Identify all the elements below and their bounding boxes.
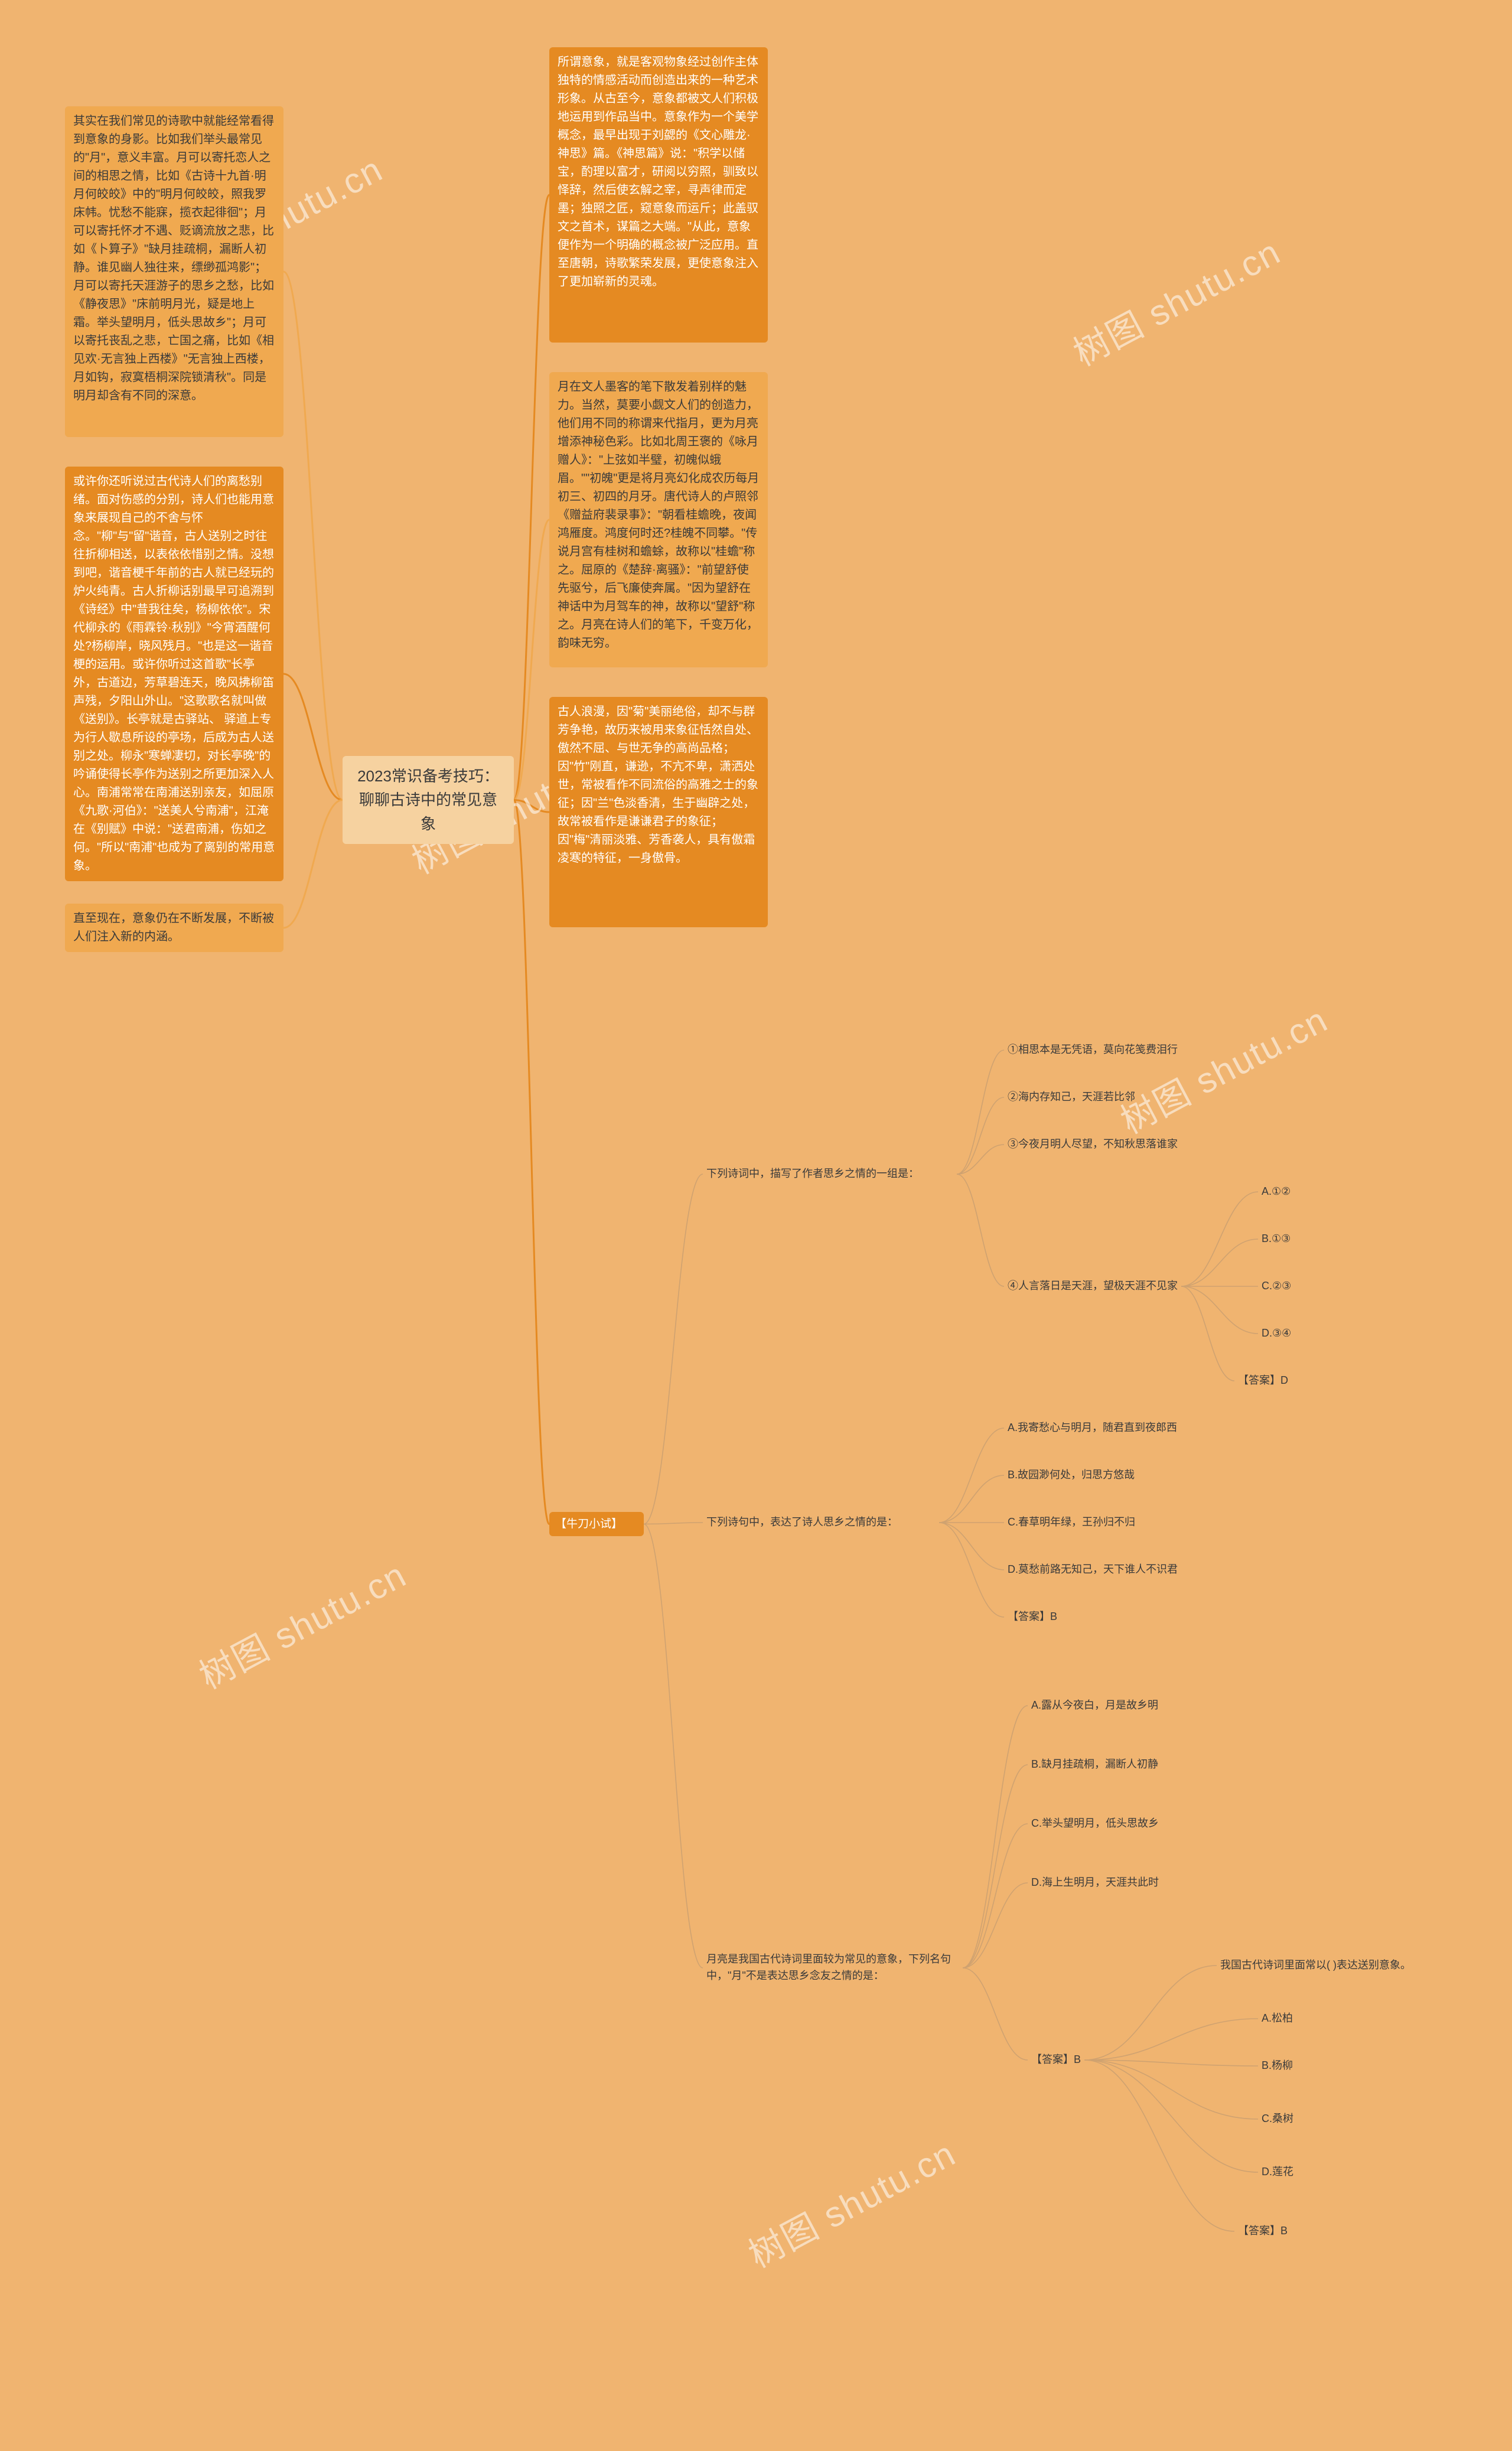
Q1B: B.①③	[1258, 1228, 1294, 1250]
Q1a: ①相思本是无凭语，莫向花笺费泪行	[1004, 1039, 1181, 1061]
connector	[963, 1765, 1028, 1968]
connector	[1084, 1966, 1217, 2060]
connector	[957, 1174, 1004, 1286]
Q1ans: 【答案】D	[1234, 1370, 1292, 1391]
connector	[939, 1523, 1004, 1617]
connector	[957, 1145, 1004, 1174]
connector	[963, 1706, 1028, 1968]
connector	[939, 1428, 1004, 1523]
Q1C: C.②③	[1258, 1276, 1295, 1297]
connector	[284, 674, 343, 800]
mindmap-canvas: 树图 shutu.cn 树图 shutu.cn 树图 shutu.cn 树图 shut…	[0, 0, 1512, 2451]
connector	[284, 272, 343, 800]
connector	[514, 800, 549, 813]
R2: 月在文人墨客的笔下散发着别样的魅力。当然，莫要小觑文人们的创造力，他们用不同的称…	[549, 372, 768, 667]
connector	[1084, 2060, 1258, 2066]
connector	[939, 1523, 1004, 1570]
L1: 其实在我们常见的诗歌中就能经常看得到意象的身影。比如我们举头最常见的"月"，意义…	[65, 106, 284, 437]
Q2C: C.春草明年绿，王孙归不归	[1004, 1512, 1139, 1533]
Q2ans: 【答案】B	[1004, 1606, 1061, 1628]
connector	[939, 1475, 1004, 1523]
L2: 或许你还听说过古代诗人们的离愁别绪。面对伤感的分别，诗人们也能用意象来展现自己的…	[65, 467, 284, 881]
Q3sD: D.莲花	[1258, 2162, 1297, 2183]
Q1b: ②海内存知己，天涯若比邻	[1004, 1087, 1139, 1108]
Q3s: 我国古代诗词里面常以( )表达送别意象。	[1217, 1955, 1415, 1976]
watermark: 树图 shutu.cn	[738, 2126, 963, 2278]
Q3sAns: 【答案】B	[1234, 2221, 1291, 2242]
connector	[1084, 2060, 1258, 2119]
connector	[1084, 2019, 1258, 2060]
connector	[1181, 1239, 1258, 1286]
Q2A: A.我寄愁心与明月，随君直到夜郎西	[1004, 1417, 1181, 1439]
watermark: 树图 shutu.cn	[189, 1547, 414, 1699]
connector	[963, 1883, 1028, 1968]
L3: 直至现在，意象仍在不断发展，不断被人们注入新的内涵。	[65, 904, 284, 952]
Q3A: A.露从今夜白，月是故乡明	[1028, 1695, 1162, 1716]
connector	[1181, 1192, 1258, 1286]
Q3sA: A.松柏	[1258, 2008, 1296, 2029]
Q3sC: C.桑树	[1258, 2108, 1297, 2130]
connector	[644, 1524, 703, 1968]
connector	[963, 1824, 1028, 1968]
connector	[514, 195, 549, 800]
center: 2023常识备考技巧：聊聊古诗中的常见意象	[343, 756, 514, 844]
Q2D: D.莫愁前路无知己，天下谁人不识君	[1004, 1559, 1181, 1580]
connector	[1181, 1286, 1234, 1381]
Q1d: ④人言落日是天涯，望极天涯不见家	[1004, 1276, 1181, 1297]
Q2B: B.故园渺何处，归思方悠哉	[1004, 1465, 1138, 1486]
Q3sB: B.杨柳	[1258, 2055, 1296, 2077]
Q1: 下列诗词中，描写了作者思乡之情的一组是：	[703, 1163, 957, 1185]
connector	[514, 800, 549, 1524]
R3: 古人浪漫，因"菊"美丽绝俗，却不与群芳争艳，故历来被用来象征恬然自处、傲然不屈、…	[549, 697, 768, 927]
connector	[1084, 2060, 1258, 2172]
R1: 所谓意象，就是客观物象经过创作主体独特的情感活动而创造出来的一种艺术形象。从古至…	[549, 47, 768, 343]
R4: 【牛刀小试】	[549, 1512, 644, 1536]
Q3ans: 【答案】B	[1028, 2049, 1084, 2071]
Q3: 月亮是我国古代诗词里面较为常见的意象，下列名句中，"月"不是表达思乡念友之情的是…	[703, 1949, 963, 1987]
Q1D: D.③④	[1258, 1323, 1295, 1344]
Q3C: C.举头望明月，低头思故乡	[1028, 1813, 1162, 1834]
Q3D: D.海上生明月，天涯共此时	[1028, 1872, 1162, 1893]
connector	[284, 800, 343, 928]
connector	[957, 1097, 1004, 1174]
watermark: 树图 shutu.cn	[1063, 224, 1288, 376]
watermark: 树图 shutu.cn	[1110, 992, 1335, 1144]
Q2: 下列诗句中，表达了诗人思乡之情的是：	[703, 1512, 939, 1533]
connector	[644, 1523, 703, 1524]
connector	[963, 1968, 1028, 2060]
connector	[1084, 2060, 1234, 2231]
Q1A: A.①②	[1258, 1181, 1294, 1202]
connector	[1181, 1286, 1258, 1334]
connector	[644, 1174, 703, 1524]
connector	[957, 1050, 1004, 1174]
connector	[514, 520, 549, 800]
Q3B: B.缺月挂疏桐，漏断人初静	[1028, 1754, 1162, 1775]
Q1c: ③今夜月明人尽望，不知秋思落谁家	[1004, 1134, 1181, 1155]
